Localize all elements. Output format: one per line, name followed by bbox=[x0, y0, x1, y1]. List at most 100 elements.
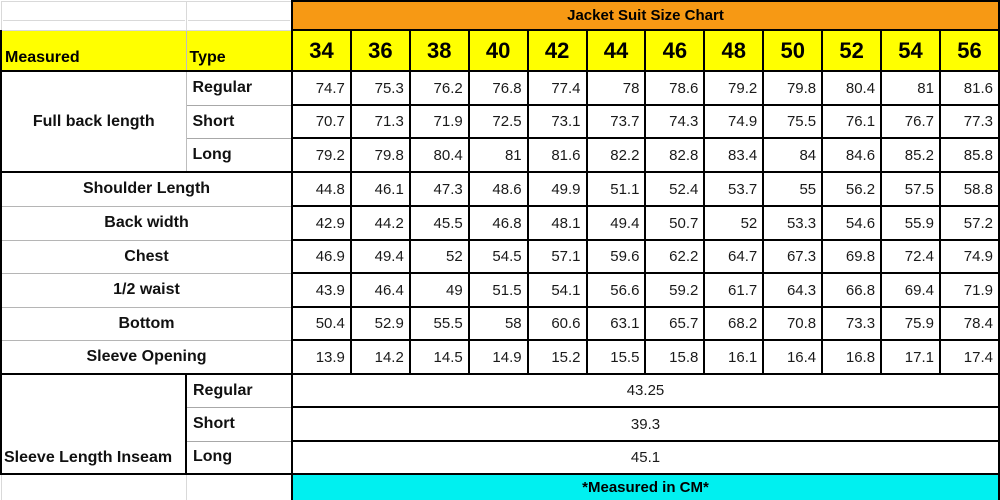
value-cell: 83.4 bbox=[703, 137, 765, 173]
value-cell: 76.2 bbox=[408, 70, 470, 106]
size-column-header: 54 bbox=[880, 29, 941, 72]
value-cell: 54.1 bbox=[526, 272, 588, 308]
size-column-header: 34 bbox=[291, 29, 352, 72]
value-cell: 78.4 bbox=[938, 306, 1000, 341]
type-label: Long bbox=[185, 137, 293, 173]
measured-header: Measured bbox=[0, 29, 187, 72]
value-cell: 69.4 bbox=[880, 272, 941, 308]
value-cell: 59.6 bbox=[585, 239, 647, 274]
table-row: Back width 42.9 44.2 45.5 46.8 48.1 49.4 50.7 5… bbox=[0, 205, 1000, 241]
value-cell: 59.2 bbox=[644, 272, 706, 308]
footer-blank-cell bbox=[185, 473, 293, 500]
title-row: Jacket Suit Size Chart bbox=[0, 0, 1000, 31]
value-cell: 78.6 bbox=[644, 70, 706, 106]
table-row: Sleeve Opening 13.9 14.2 14.5 14.9 15.2 15.5 1… bbox=[0, 339, 1000, 375]
value-cell: 50.4 bbox=[291, 306, 352, 341]
value-cell: 53.7 bbox=[703, 171, 765, 207]
value-cell: 58 bbox=[467, 306, 529, 341]
merged-value-cell: 39.3 bbox=[291, 406, 1000, 442]
row-label-half-waist: 1/2 waist bbox=[0, 272, 293, 308]
table-row: Short 39.3 bbox=[1, 406, 1000, 442]
value-cell: 50.7 bbox=[644, 205, 706, 241]
value-cell: 81.6 bbox=[938, 70, 1000, 106]
value-cell: 75.3 bbox=[349, 70, 411, 106]
type-label: Regular bbox=[185, 373, 293, 408]
value-cell: 46.8 bbox=[467, 205, 529, 241]
size-column-header: 40 bbox=[467, 29, 529, 72]
value-cell: 70.7 bbox=[291, 104, 352, 139]
value-cell: 52.9 bbox=[349, 306, 411, 341]
row-label-bottom: Bottom bbox=[0, 306, 293, 341]
row-label-chest: Chest bbox=[0, 239, 293, 274]
value-cell: 54.6 bbox=[821, 205, 883, 241]
value-cell: 82.8 bbox=[644, 137, 706, 173]
table-row: Sleeve Length Inseam Regular 43.25 bbox=[0, 373, 1000, 475]
size-column-header: 52 bbox=[821, 29, 883, 72]
type-label: Long bbox=[185, 440, 293, 475]
value-cell: 44.2 bbox=[349, 205, 411, 241]
value-cell: 16.1 bbox=[703, 339, 765, 375]
value-cell: 74.9 bbox=[938, 239, 1000, 274]
merged-value-cell: 45.1 bbox=[291, 440, 1000, 475]
value-cell: 55 bbox=[762, 171, 824, 207]
row-label-sleeve-opening: Sleeve Opening bbox=[0, 339, 293, 375]
value-cell: 72.5 bbox=[467, 104, 529, 139]
value-cell: 74.9 bbox=[703, 104, 765, 139]
value-cell: 16.4 bbox=[762, 339, 824, 375]
value-cell: 52.4 bbox=[644, 171, 706, 207]
type-label: Regular bbox=[185, 70, 293, 106]
value-cell: 64.7 bbox=[703, 239, 765, 274]
value-cell: 79.2 bbox=[703, 70, 765, 106]
value-cell: 82.2 bbox=[585, 137, 647, 173]
value-cell: 73.1 bbox=[526, 104, 588, 139]
value-cell: 52 bbox=[703, 205, 765, 241]
value-cell: 81.6 bbox=[526, 137, 588, 173]
value-cell: 53.3 bbox=[762, 205, 824, 241]
row-label-sleeve-length-inseam: Sleeve Length Inseam bbox=[0, 373, 187, 475]
header-row: Measured Type 34 36 38 40 42 44 46 48 50 52 54 56 bbox=[0, 29, 1000, 72]
table-row: Shoulder Length 44.8 46.1 47.3 48.6 49.9 51.1… bbox=[0, 171, 1000, 207]
value-cell: 46.1 bbox=[349, 171, 411, 207]
merged-value-cell: 43.25 bbox=[291, 373, 1000, 408]
value-cell: 80.4 bbox=[821, 70, 883, 106]
size-column-header: 56 bbox=[938, 29, 1000, 72]
value-cell: 42.9 bbox=[291, 205, 352, 241]
value-cell: 52 bbox=[408, 239, 470, 274]
value-cell: 55.9 bbox=[880, 205, 941, 241]
value-cell: 67.3 bbox=[762, 239, 824, 274]
table-row: Long 79.2 79.8 80.4 81 81.6 82.2 82.8 83.4 84 84.… bbox=[1, 137, 1000, 173]
value-cell: 79.8 bbox=[762, 70, 824, 106]
value-cell: 16.8 bbox=[821, 339, 883, 375]
value-cell: 61.7 bbox=[703, 272, 765, 308]
value-cell: 70.8 bbox=[762, 306, 824, 341]
table-row: Short 70.7 71.3 71.9 72.5 73.1 73.7 74.3 74.9 75… bbox=[1, 104, 1000, 139]
value-cell: 43.9 bbox=[291, 272, 352, 308]
type-header: Type bbox=[186, 29, 293, 72]
value-cell: 46.9 bbox=[291, 239, 352, 274]
value-cell: 49 bbox=[408, 272, 470, 308]
row-label-back-width: Back width bbox=[0, 205, 293, 241]
table-row: Chest 46.9 49.4 52 54.5 57.1 59.6 62.2 64.7 67.3… bbox=[0, 239, 1000, 274]
chart-title: Jacket Suit Size Chart bbox=[291, 0, 1000, 31]
footer-note: *Measured in CM* bbox=[291, 473, 1000, 500]
value-cell: 44.8 bbox=[291, 171, 352, 207]
value-cell: 14.5 bbox=[408, 339, 470, 375]
value-cell: 46.4 bbox=[349, 272, 411, 308]
value-cell: 17.1 bbox=[880, 339, 941, 375]
value-cell: 76.8 bbox=[467, 70, 529, 106]
value-cell: 45.5 bbox=[408, 205, 470, 241]
value-cell: 71.9 bbox=[938, 272, 1000, 308]
value-cell: 51.1 bbox=[585, 171, 647, 207]
value-cell: 14.9 bbox=[467, 339, 529, 375]
value-cell: 48.1 bbox=[526, 205, 588, 241]
size-column-header: 44 bbox=[585, 29, 647, 72]
value-cell: 78 bbox=[585, 70, 647, 106]
size-column-header: 50 bbox=[762, 29, 824, 72]
value-cell: 62.2 bbox=[644, 239, 706, 274]
corner-blank-cell bbox=[185, 0, 293, 31]
value-cell: 85.8 bbox=[938, 137, 1000, 173]
table-row: Long 45.1 bbox=[1, 440, 1000, 475]
value-cell: 15.8 bbox=[644, 339, 706, 375]
value-cell: 15.2 bbox=[526, 339, 588, 375]
